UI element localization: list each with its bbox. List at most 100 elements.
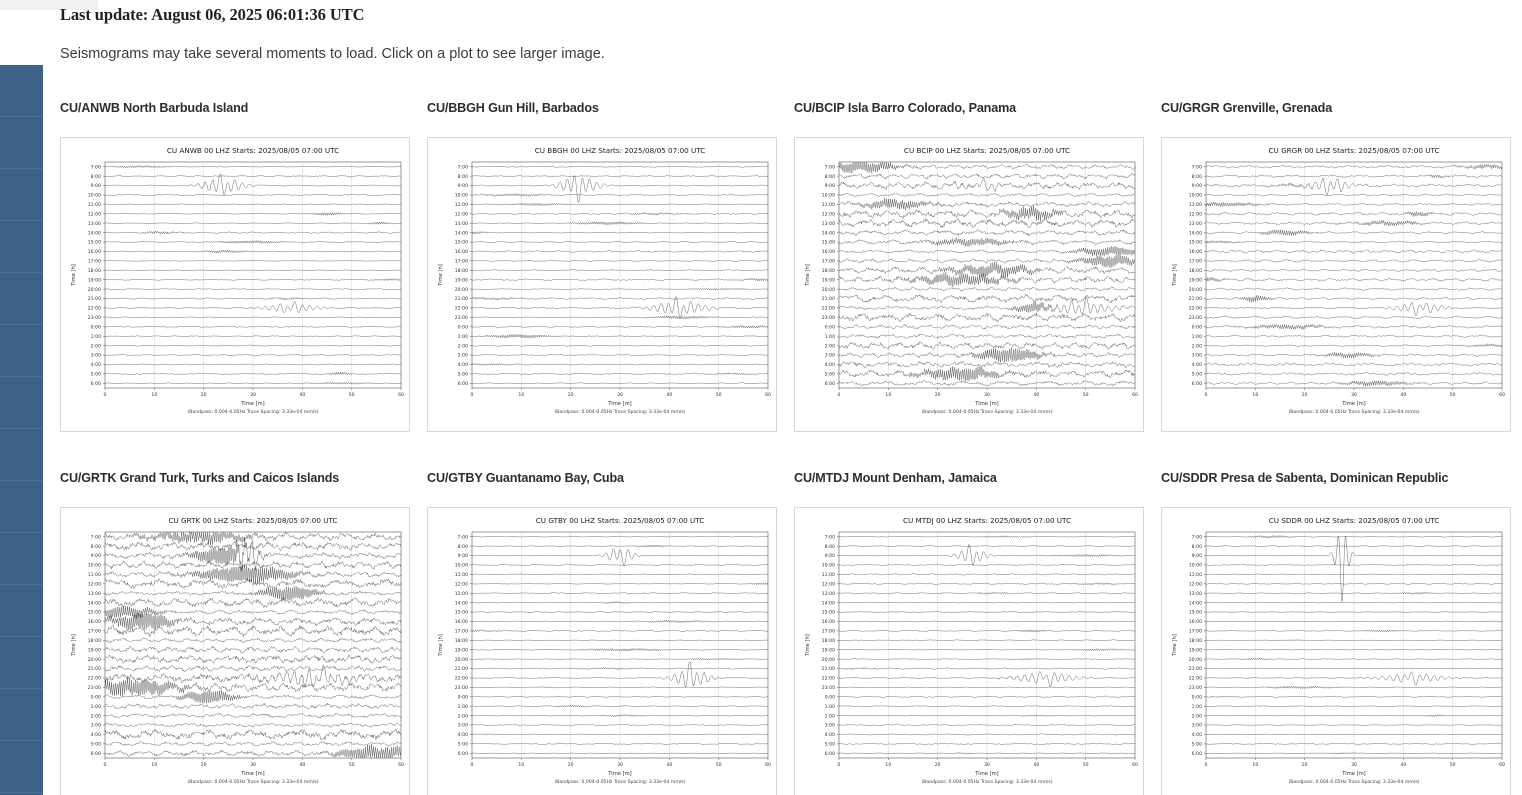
y-tick-label: 21:00 [822, 296, 835, 302]
sidebar-rail-cell[interactable] [0, 221, 43, 273]
seismic-trace [471, 363, 769, 366]
x-tick-label: 30 [984, 392, 990, 398]
y-tick-label: 11:00 [822, 202, 835, 208]
y-tick-label: 7:00 [825, 534, 835, 540]
y-tick-label: 9:00 [1192, 553, 1202, 559]
sidebar-rail-cell[interactable] [0, 377, 43, 429]
seismic-trace [471, 592, 769, 595]
sidebar-rail-cell[interactable] [0, 65, 43, 117]
sidebar-rail-cell[interactable] [0, 481, 43, 533]
plot-card-anwb[interactable]: CU ANWB 00 LHZ Starts: 2025/08/05 07:00 … [60, 137, 410, 432]
y-tick-label: 16:00 [455, 249, 468, 255]
seismic-trace [838, 620, 1136, 623]
seismic-trace [104, 624, 402, 637]
y-tick-label: 3:00 [91, 353, 101, 359]
seismic-trace [1205, 573, 1503, 575]
y-tick-label: 3:00 [458, 353, 468, 359]
seismogram-plot-mtdj[interactable]: CU MTDJ 00 LHZ Starts: 2025/08/05 07:00 … [795, 508, 1143, 795]
plot-card-bbgh[interactable]: CU BBGH 00 LHZ Starts: 2025/08/05 07:00 … [427, 137, 777, 432]
plot-card-grgr[interactable]: CU GRGR 00 LHZ Starts: 2025/08/05 07:00 … [1161, 137, 1511, 432]
sidebar-rail-cell[interactable] [0, 637, 43, 689]
seismic-trace [1205, 287, 1503, 291]
sidebar-rail-cell[interactable] [0, 273, 43, 325]
seismic-trace [1205, 629, 1503, 632]
sidebar-rail-cell[interactable] [0, 169, 43, 221]
seismic-trace [104, 165, 402, 169]
seismic-trace [838, 312, 1136, 323]
y-tick-label: 20:00 [1189, 657, 1202, 663]
plot-card-grtk[interactable]: CU GRTK 00 LHZ Starts: 2025/08/05 07:00 … [60, 507, 410, 795]
seismic-trace [1205, 343, 1503, 348]
y-tick-label: 21:00 [455, 296, 468, 302]
sidebar-rail-cell[interactable] [0, 741, 43, 793]
seismic-trace [1205, 705, 1503, 707]
y-tick-label: 16:00 [88, 249, 101, 255]
plot-caption: (Bandpass: 0.004-0.05Hz Trace Spacing: 3… [554, 409, 685, 415]
station-panel-bcip: CU/BCIP Isla Barro Colorado, Panama CU BC… [794, 100, 1144, 432]
seismic-trace [471, 260, 769, 262]
x-axis-label: Time [m] [240, 401, 264, 407]
left-sidebar-rail[interactable] [0, 65, 43, 795]
y-axis-label: Time [h] [1172, 634, 1178, 657]
x-tick-label: 50 [716, 392, 722, 398]
seismic-trace [472, 165, 769, 168]
seismogram-plot-bbgh[interactable]: CU BBGH 00 LHZ Starts: 2025/08/05 07:00 … [428, 138, 776, 431]
plot-card-sddr[interactable]: CU SDDR 00 LHZ Starts: 2025/08/05 07:00 … [1161, 507, 1511, 795]
seismic-trace [1205, 268, 1503, 272]
y-tick-label: 9:00 [458, 183, 468, 189]
seismic-trace [104, 173, 401, 196]
y-tick-label: 9:00 [1192, 183, 1202, 189]
plot-card-gtby[interactable]: CU GTBY 00 LHZ Starts: 2025/08/05 07:00 … [427, 507, 777, 795]
y-tick-label: 3:00 [91, 723, 101, 729]
seismic-trace [1205, 362, 1503, 367]
seismic-trace [104, 288, 402, 290]
y-tick-label: 14:00 [88, 600, 101, 606]
x-axis-label: Time [m] [1341, 401, 1365, 407]
y-tick-label: 10:00 [1189, 563, 1202, 569]
y-tick-label: 23:00 [822, 685, 835, 691]
y-tick-label: 2:00 [1192, 343, 1202, 349]
plot-caption: (Bandpass: 0.004-0.05Hz Trace Spacing: 3… [1288, 779, 1419, 785]
sidebar-rail-cell[interactable] [0, 117, 43, 169]
seismic-trace [104, 335, 402, 337]
sidebar-rail-cell[interactable] [0, 325, 43, 377]
last-update-text: Last update: August 06, 2025 06:01:36 UT… [60, 5, 365, 24]
plot-card-bcip[interactable]: CU BCIP 00 LHZ Starts: 2025/08/05 07:00 … [794, 137, 1144, 432]
y-tick-label: 10:00 [88, 193, 101, 199]
y-tick-label: 6:00 [458, 751, 468, 757]
seismic-trace [471, 548, 769, 566]
y-tick-label: 4:00 [458, 362, 468, 368]
seismic-trace [471, 611, 768, 613]
seismogram-plot-gtby[interactable]: CU GTBY 00 LHZ Starts: 2025/08/05 07:00 … [428, 508, 776, 795]
station-heading: CU/SDDR Presa de Sabenta, Dominican Repu… [1161, 471, 1449, 485]
sidebar-rail-cell[interactable] [0, 585, 43, 637]
seismogram-plot-sddr[interactable]: CU SDDR 00 LHZ Starts: 2025/08/05 07:00 … [1162, 508, 1510, 795]
y-tick-label: 17:00 [822, 259, 835, 265]
plot-caption: (Bandpass: 0.004-0.05Hz Trace Spacing: 3… [1288, 409, 1419, 415]
x-tick-label: 20 [201, 392, 207, 398]
y-tick-label: 18:00 [455, 638, 468, 644]
seismic-trace [838, 648, 1136, 651]
seismic-trace [104, 532, 402, 546]
seismogram-plot-anwb[interactable]: CU ANWB 00 LHZ Starts: 2025/08/05 07:00 … [61, 138, 409, 431]
y-tick-label: 6:00 [1192, 751, 1202, 757]
plot-card-mtdj[interactable]: CU MTDJ 00 LHZ Starts: 2025/08/05 07:00 … [794, 507, 1144, 795]
y-tick-label: 19:00 [455, 647, 468, 653]
seismogram-plot-grgr[interactable]: CU GRGR 00 LHZ Starts: 2025/08/05 07:00 … [1162, 138, 1510, 431]
y-tick-label: 16:00 [1189, 249, 1202, 255]
sidebar-rail-cell[interactable] [0, 429, 43, 481]
station-panel-sddr: CU/SDDR Presa de Sabenta, Dominican Repu… [1161, 470, 1511, 795]
seismic-trace [838, 162, 1136, 174]
y-tick-label: 6:00 [91, 381, 101, 387]
sidebar-rail-cell[interactable] [0, 689, 43, 741]
y-tick-label: 22:00 [822, 306, 835, 312]
x-tick-label: 50 [1083, 392, 1089, 398]
seismogram-plot-bcip[interactable]: CU BCIP 00 LHZ Starts: 2025/08/05 07:00 … [795, 138, 1143, 431]
seismic-trace [838, 286, 1136, 292]
y-tick-label: 15:00 [455, 240, 468, 246]
seismic-trace [104, 240, 402, 244]
y-tick-label: 10:00 [822, 193, 835, 199]
y-axis-label: Time [h] [805, 264, 811, 287]
sidebar-rail-cell[interactable] [0, 533, 43, 585]
seismogram-plot-grtk[interactable]: CU GRTK 00 LHZ Starts: 2025/08/05 07:00 … [61, 508, 409, 795]
